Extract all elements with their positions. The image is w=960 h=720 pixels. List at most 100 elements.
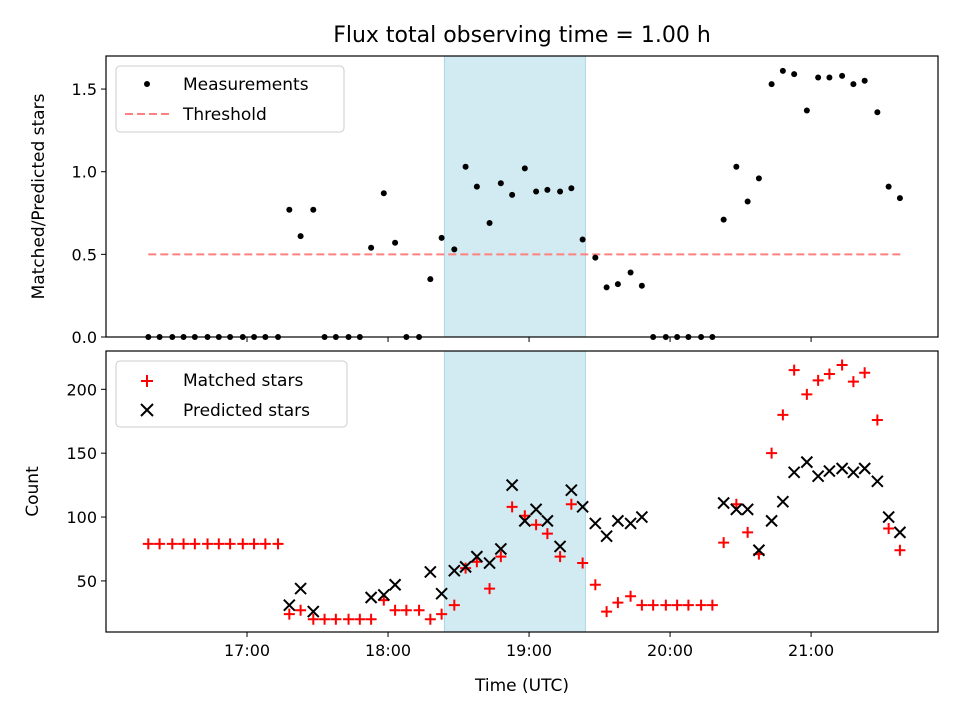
matched-point: [589, 579, 601, 591]
measurement-point: [297, 233, 304, 240]
legend-threshold-label: Threshold: [182, 105, 267, 125]
matched-point: [718, 537, 730, 549]
matched-point: [682, 599, 694, 611]
matched-point: [471, 556, 483, 568]
measurement-point: [438, 234, 445, 241]
predicted-point: [388, 578, 402, 591]
predicted-point: [565, 484, 578, 497]
measurement-point: [286, 206, 293, 213]
matched-point: [859, 367, 871, 379]
measurement-point: [614, 281, 621, 288]
measurement-point: [744, 198, 751, 205]
matched-point: [836, 359, 848, 371]
matched-point: [801, 388, 813, 400]
matched-point: [413, 604, 425, 616]
shaded-span: [443, 55, 586, 338]
matched-point: [178, 538, 190, 550]
predicted-point: [448, 564, 461, 577]
matched-point: [237, 538, 249, 550]
measurement-point: [427, 276, 434, 283]
measurement-point: [733, 163, 740, 170]
predicted-point: [635, 510, 649, 524]
matched-point: [647, 599, 659, 611]
x-tick-label: 18:00: [365, 641, 411, 660]
predicted-point: [553, 540, 567, 553]
matched-point: [202, 538, 214, 550]
measurement-point: [486, 219, 493, 226]
y-tick-label: 1.0: [72, 163, 97, 182]
matched-point: [541, 528, 553, 540]
measurement-point: [826, 74, 833, 81]
predicted-point: [741, 503, 754, 516]
matched-point: [706, 599, 718, 611]
measurement-point: [839, 72, 846, 79]
legend-measurements-label: Measurements: [183, 75, 309, 95]
y-tick-label: 200: [66, 380, 97, 399]
measurement-point: [592, 254, 599, 261]
matched-point: [777, 409, 789, 421]
measurement-point: [533, 188, 540, 195]
matched-point: [283, 608, 295, 620]
predicted-point: [871, 475, 884, 488]
predicted-point: [800, 455, 814, 469]
measurement-point: [779, 67, 786, 74]
matched-point: [365, 613, 377, 625]
predicted-point: [611, 514, 625, 528]
matched-point: [506, 501, 518, 513]
matched-point: [530, 519, 542, 531]
matched-point: [354, 613, 366, 625]
matched-point: [343, 613, 355, 625]
measurement-point: [768, 81, 775, 88]
matched-point: [766, 447, 778, 459]
measurement-point: [497, 180, 504, 187]
predicted-point: [717, 496, 730, 510]
predicted-point: [364, 591, 378, 604]
predicted-point: [624, 517, 637, 530]
measurement-point: [392, 239, 399, 246]
measurement-point: [850, 81, 857, 88]
matched-point: [554, 551, 566, 563]
predicted-point: [576, 500, 589, 514]
x-axis-label: Time (UTC): [474, 676, 569, 696]
matched-point: [259, 538, 271, 550]
measurement-point: [627, 269, 634, 276]
plot-frame: [105, 55, 939, 338]
measurement-point: [791, 71, 798, 78]
predicted-point: [835, 462, 849, 475]
matched-point: [436, 608, 448, 620]
matched-point: [484, 583, 496, 595]
measurement-point: [638, 282, 645, 289]
predicted-point: [518, 514, 532, 528]
measurement-point: [473, 183, 480, 190]
predicted-point: [459, 560, 472, 574]
matched-point: [565, 498, 577, 510]
matched-point: [847, 376, 859, 388]
y-tick-label: 50: [77, 572, 97, 591]
x-tick-label: 17:00: [224, 641, 270, 660]
predicted-point: [377, 588, 391, 602]
bottom-plot: 50 100 150 200 17:00 18:00 19:00 20:00 21:00 Coun…: [23, 350, 939, 696]
y-tick-label: 0.0: [72, 328, 97, 347]
measurement-point: [815, 74, 822, 81]
matched-point: [224, 538, 236, 550]
matched-point: [577, 557, 589, 569]
matched-point: [319, 613, 331, 625]
predicted-point: [811, 469, 825, 483]
predicted-point: [483, 556, 496, 570]
matched-point: [248, 538, 260, 550]
matched-point: [378, 594, 390, 606]
measurement-point: [568, 185, 575, 192]
matched-point: [400, 604, 412, 616]
matched-point: [612, 597, 624, 609]
matched-point: [742, 526, 754, 538]
matched-point: [823, 368, 835, 380]
measurement-point: [720, 216, 727, 223]
legend-matched-marker: [141, 375, 153, 387]
y-axis-label: Matched/Predicted stars: [29, 93, 49, 299]
matched-point: [519, 510, 531, 522]
legend-box: [115, 65, 345, 133]
predicted-point: [435, 587, 448, 600]
measurement-point: [803, 107, 810, 114]
measurement-point: [874, 109, 881, 116]
